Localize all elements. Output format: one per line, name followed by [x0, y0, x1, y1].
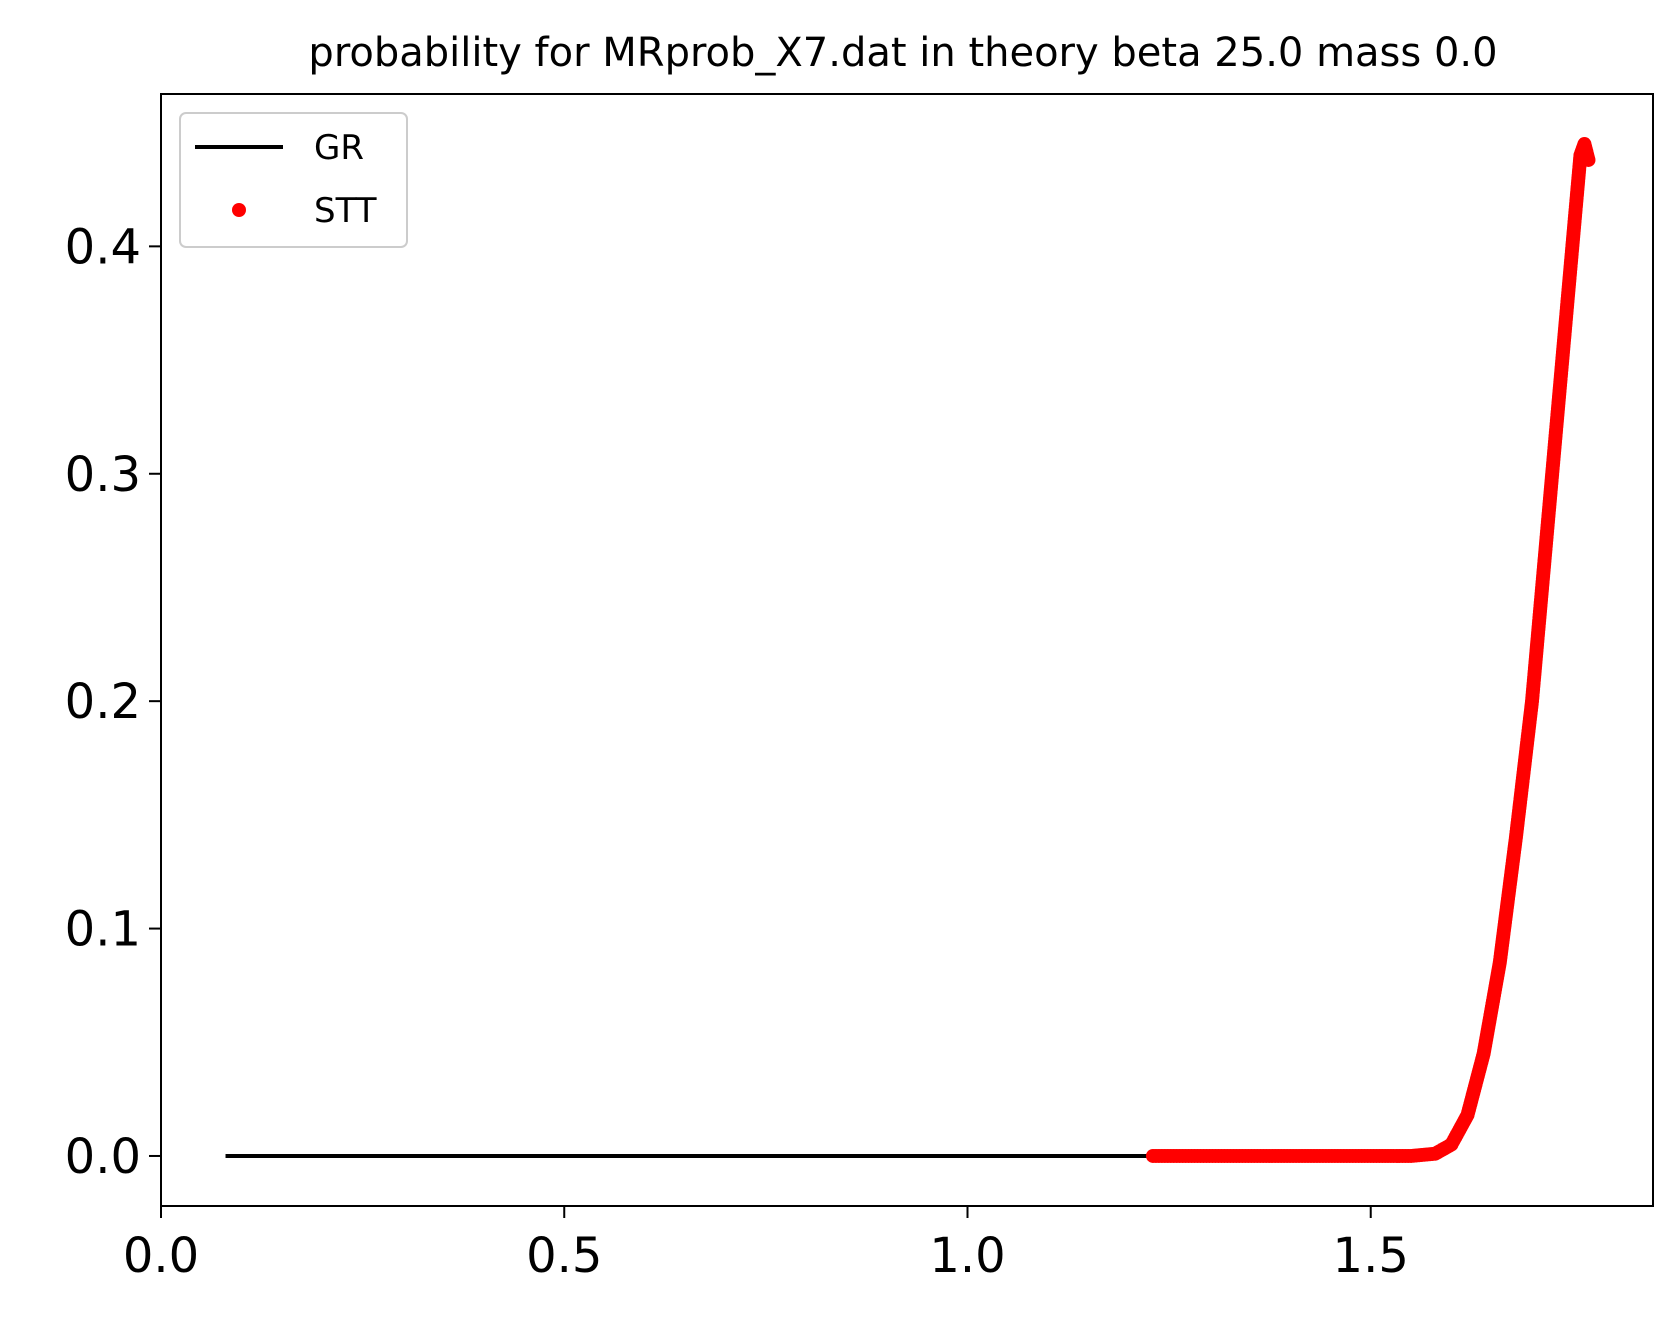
x-tick-label: 0.5	[526, 1228, 602, 1284]
y-tick-label: 0.3	[65, 447, 141, 503]
y-axis: 0.0 0.1 0.2 0.3 0.4	[65, 219, 161, 1185]
x-tick-label: 1.5	[1333, 1228, 1409, 1284]
axes-frame	[160, 93, 1654, 1207]
x-tick-label: 0.0	[123, 1228, 199, 1284]
x-tick-label: 1.0	[929, 1228, 1005, 1284]
legend-gr-label: GR	[314, 128, 364, 168]
series-stt	[1145, 137, 1596, 1163]
plot-area	[225, 137, 1596, 1163]
x-axis: 0.0 0.5 1.0 1.5	[123, 1206, 1409, 1284]
legend: GR STT	[179, 112, 408, 248]
y-tick-label: 0.1	[65, 902, 141, 958]
chart-title: probability for MRprob_X7.dat in theory …	[308, 30, 1497, 76]
y-tick-label: 0.2	[65, 674, 141, 730]
y-tick-label: 0.4	[65, 219, 141, 275]
legend-stt-label: STT	[314, 191, 377, 231]
legend-stt-dot	[232, 203, 246, 217]
y-tick-label: 0.0	[65, 1129, 141, 1185]
stt-point	[1581, 152, 1596, 167]
